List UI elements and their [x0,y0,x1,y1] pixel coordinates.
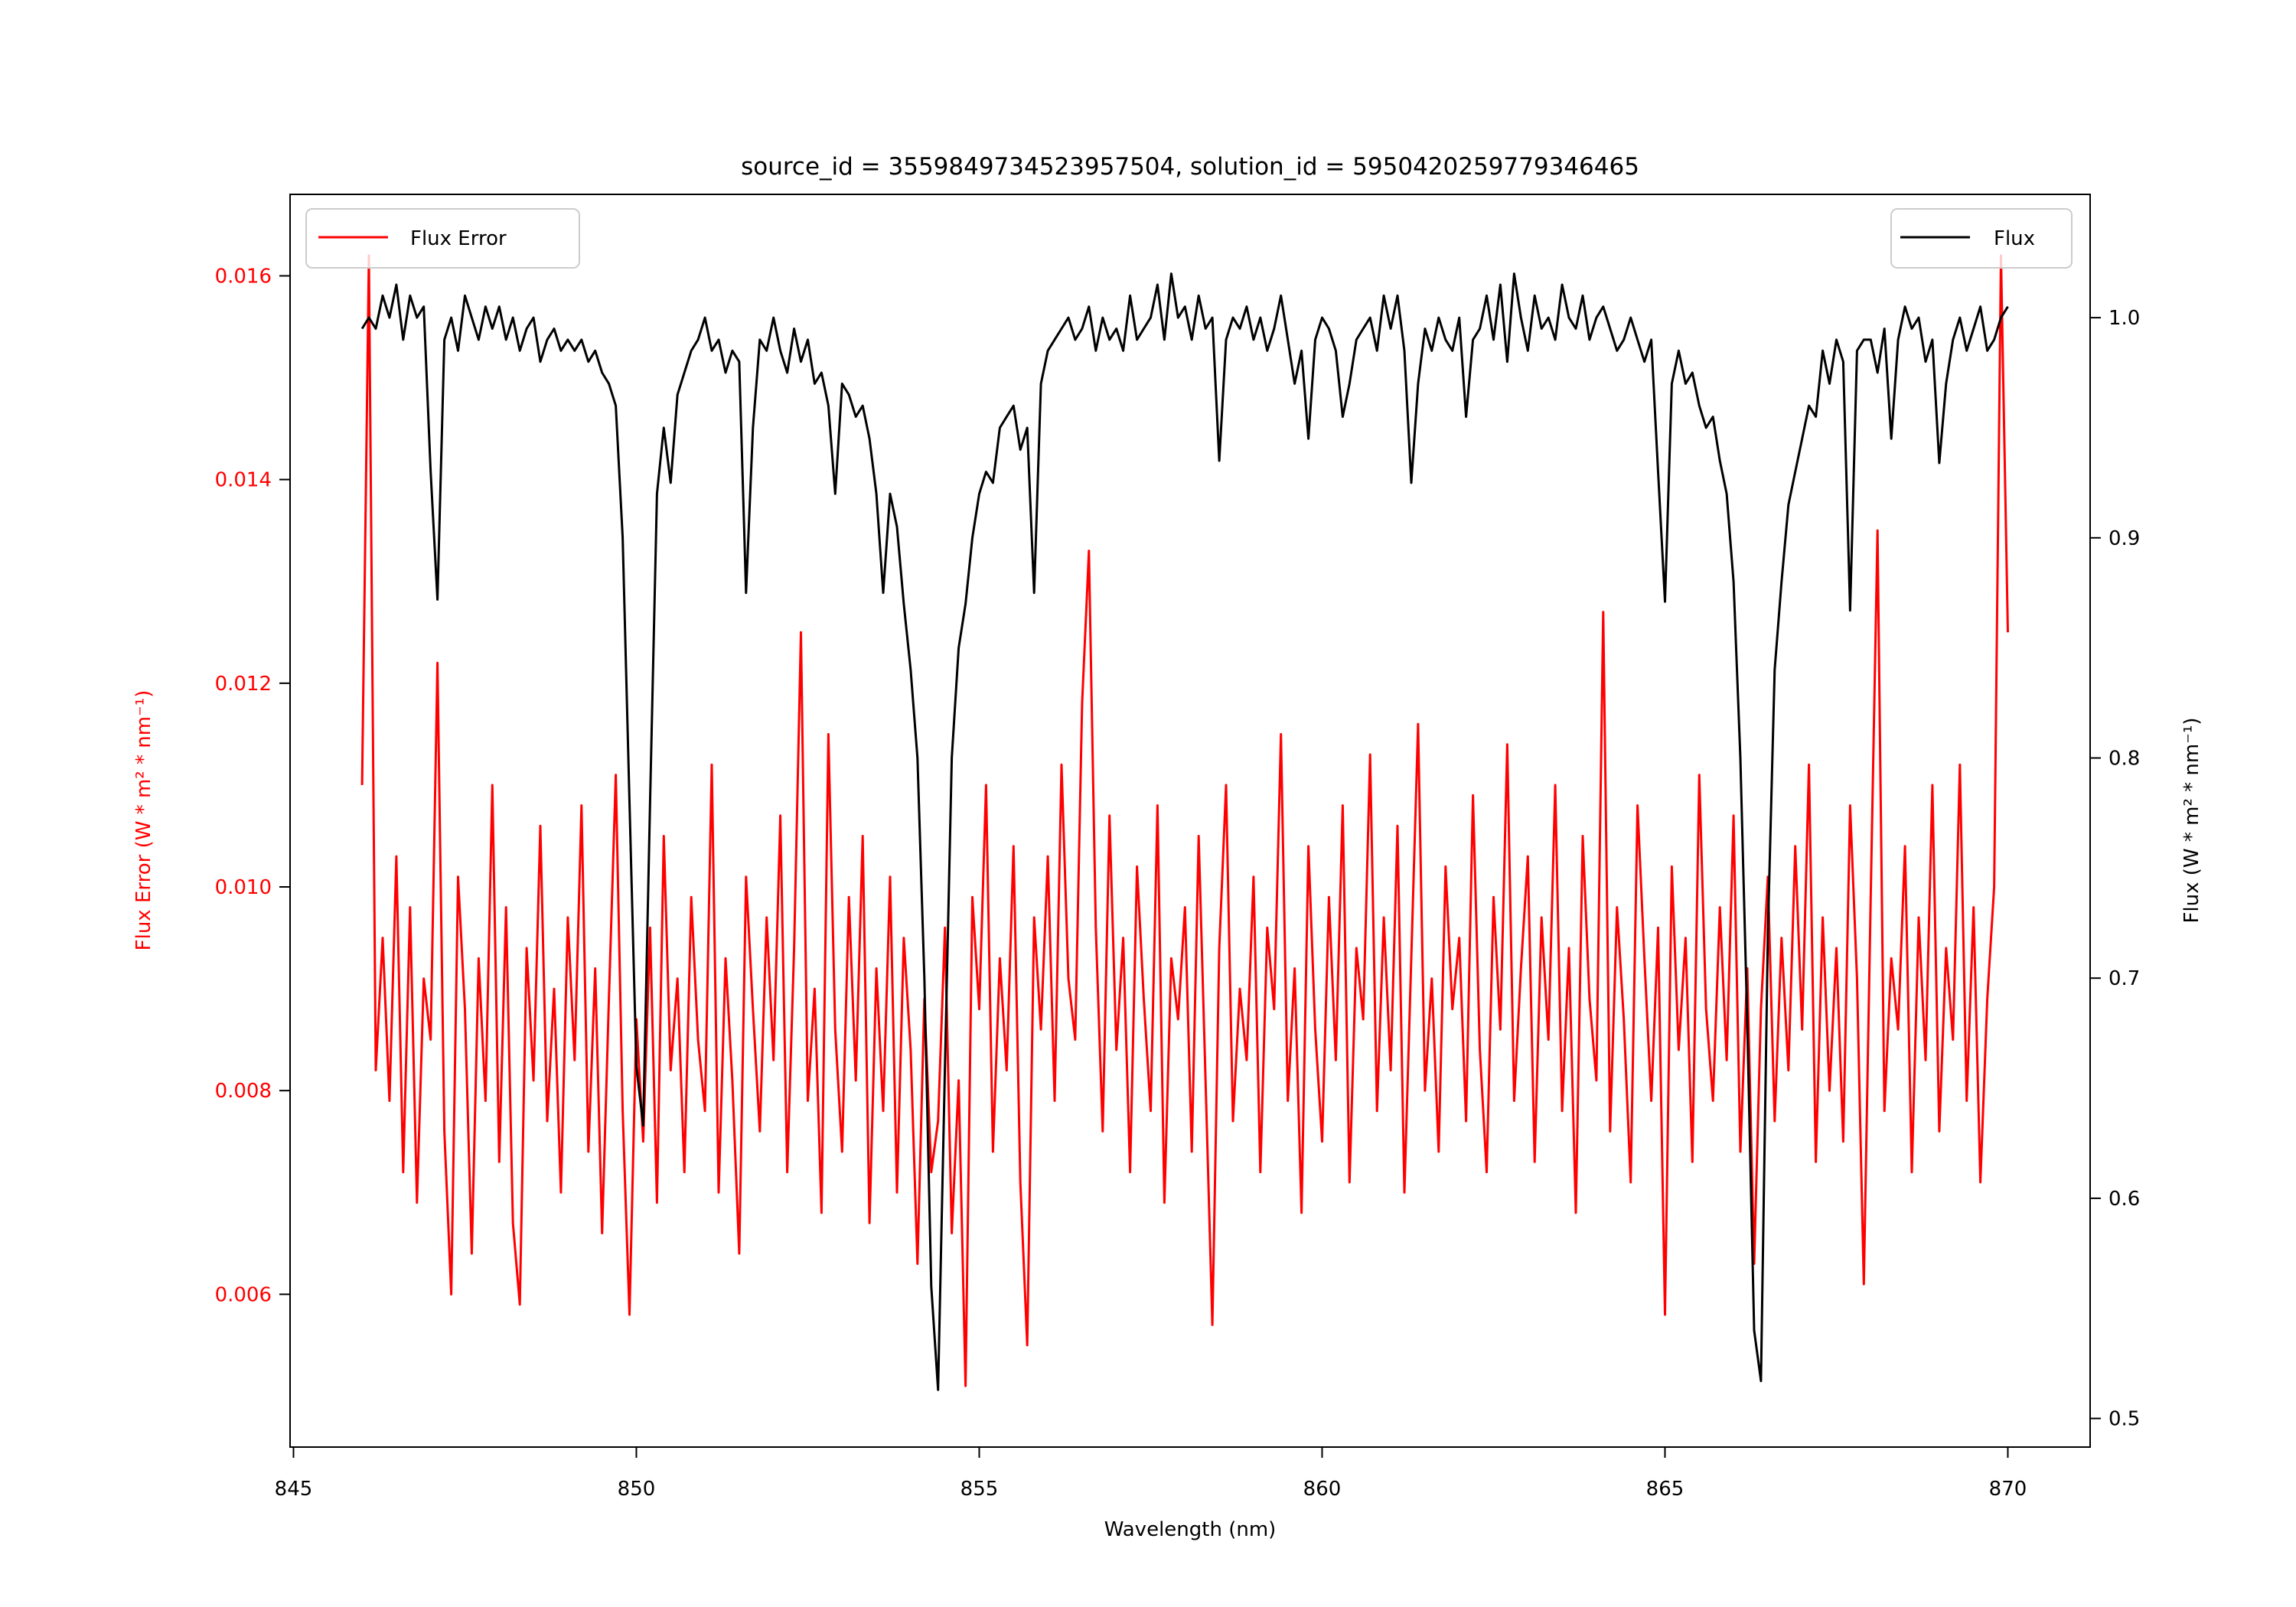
y-axis-right-label: Flux (W * m² * nm⁻¹) [2180,717,2203,923]
series-line-flux-error [360,254,2009,1387]
x-tick-label: 845 [275,1478,313,1501]
legend-box [305,208,580,269]
x-tick-label: 850 [618,1478,656,1501]
series-line-flux [360,272,2009,1391]
legend-label-flux-error: Flux Error [410,227,507,250]
x-tick-label: 870 [1989,1478,2027,1501]
y-right-tick-label: 0.6 [2108,1188,2140,1211]
y-left-tick-label: 0.010 [215,876,272,899]
y-left-tick-label: 0.016 [215,265,272,288]
y-left-tick-label: 0.008 [215,1080,272,1103]
y-right-tick-label: 0.8 [2108,748,2140,771]
y-right-tick-label: 0.7 [2108,967,2140,990]
y-right-tick-label: 1.0 [2108,307,2140,330]
chart-title: source_id = 3559849734523957504, solutio… [741,153,1639,181]
ticks-layer: 845 850 855 860 865 870 0.006 0.008 0.010 0.012 0.… [215,265,2141,1501]
x-axis-label: Wavelength (nm) [1104,1518,1277,1541]
x-tick-label: 855 [960,1478,999,1501]
y-axis-left-label: Flux Error (W * m² * nm⁻¹) [132,690,155,951]
y-left-tick-label: 0.014 [215,469,272,492]
x-tick-label: 860 [1303,1478,1342,1501]
y-left-tick-label: 0.006 [215,1283,272,1306]
y-right-tick-label: 0.9 [2108,527,2140,550]
legend-label-flux: Flux [1994,227,2035,250]
y-left-tick-label: 0.012 [215,673,272,696]
y-right-tick-label: 0.5 [2108,1408,2140,1431]
legend-flux-error: Flux Error [305,208,580,269]
legend-box [1890,208,2073,269]
axes-frame [289,194,2091,1448]
x-tick-label: 865 [1646,1478,1684,1501]
legend-flux: Flux [1890,208,2073,269]
series-layer [360,254,2009,1391]
